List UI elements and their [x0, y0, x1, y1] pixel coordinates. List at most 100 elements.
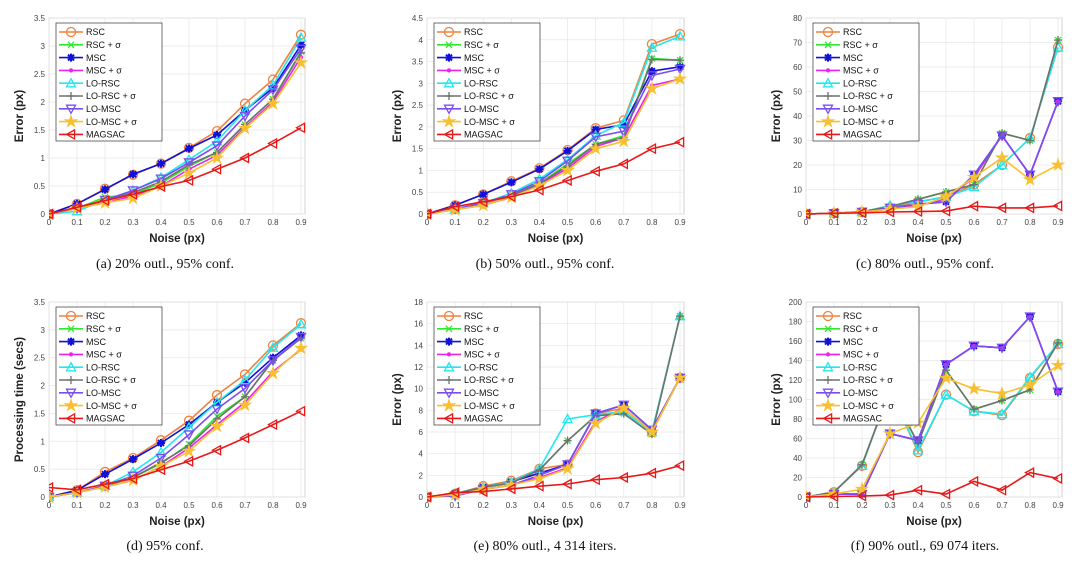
data-point [968, 181, 980, 192]
legend-marker-icon [824, 337, 832, 346]
y-tick-label: 1.5 [34, 126, 46, 135]
legend-marker-icon [441, 113, 457, 128]
data-point [940, 388, 952, 399]
x-tick-label: 0.4 [155, 501, 167, 510]
y-tick-label: 0 [419, 493, 424, 502]
data-point [241, 378, 249, 387]
series-line [49, 322, 302, 498]
data-point [560, 162, 575, 177]
legend-marker-icon [446, 352, 452, 357]
legend: RSC RSC + σ MSC MSC + σ LO-RSC LO-RSC + σ LO-M… [812, 306, 920, 426]
data-point [968, 200, 979, 212]
legend-marker-icon [445, 53, 453, 62]
series-magsac [49, 405, 306, 496]
data-point [99, 194, 110, 207]
data-point [938, 189, 954, 204]
x-tick-label: 0.7 [239, 501, 251, 510]
series-line [806, 315, 1059, 498]
legend-item: LO-MSC + σ [59, 113, 137, 128]
x-tick-label: 0.4 [912, 501, 924, 510]
legend-label: MSC + σ [843, 66, 879, 76]
legend-marker-icon [67, 376, 75, 384]
x-tick-label: 0.4 [534, 501, 546, 510]
data-point [49, 489, 57, 503]
y-tick-label: 18 [414, 298, 423, 307]
data-point [646, 143, 657, 155]
data-point [181, 443, 197, 458]
data-point [293, 340, 309, 355]
data-point [1024, 467, 1035, 479]
legend-label: LO-MSC + σ [86, 117, 137, 127]
data-point [828, 207, 839, 219]
x-tick-label: 0.9 [295, 218, 307, 227]
y-tick-label: 3.5 [34, 14, 46, 23]
data-point [589, 165, 600, 177]
legend-item: RSC + σ [816, 324, 878, 334]
data-point [672, 71, 688, 86]
legend-item: LO-RSC [59, 77, 121, 88]
data-point [856, 207, 867, 219]
data-point [996, 408, 1008, 419]
legend-marker-icon [65, 388, 77, 399]
series-line [806, 342, 1059, 498]
x-tick-label: 0.1 [828, 218, 840, 227]
data-point [882, 425, 898, 440]
data-point [237, 397, 253, 412]
legend: RSC RSC + σ MSC MSC + σ LO-RSC LO-RSC + σ LO-M… [55, 306, 163, 426]
legend-item: MSC [816, 337, 864, 347]
legend-item: LO-MSC + σ [816, 113, 894, 128]
subfigure-caption: (e) 80% outl., 4 314 iters. [473, 539, 616, 554]
legend-item: RSC + σ [437, 40, 499, 50]
data-point [590, 129, 602, 140]
legend-marker-icon [67, 41, 75, 49]
data-point [239, 432, 250, 444]
data-point [239, 104, 251, 115]
data-point [806, 491, 811, 503]
legend-label: MSC + σ [86, 350, 122, 360]
data-point [239, 111, 251, 122]
y-tick-label: 2 [41, 382, 46, 391]
legend-marker-icon [65, 104, 77, 115]
y-tick-label: 2.5 [412, 101, 424, 110]
data-point [617, 158, 629, 170]
data-point [588, 415, 603, 430]
data-point [617, 471, 629, 484]
subfigure-caption: (f) 90% outl., 69 074 iters. [851, 539, 1000, 554]
x-tick-label: 0.5 [940, 218, 952, 227]
y-tick-label: 140 [789, 357, 803, 366]
chart-panel: 0 0.1 0.2 0.3 0.4 0.5 0.6 0.7 0.8 0.9 0 0.5 1 1.5 2 2.5… [392, 14, 688, 272]
legend-item: LO-RSC + σ [816, 375, 893, 385]
legend-marker-icon [822, 77, 834, 88]
x-tick-label: 0.3 [127, 501, 139, 510]
y-axis-label: Error (px) [392, 373, 404, 426]
y-tick-label: 0.5 [412, 188, 424, 197]
data-point [99, 478, 110, 490]
legend-label: MAGSAC [464, 130, 504, 140]
data-point [563, 146, 572, 155]
data-point [966, 169, 982, 184]
data-point [267, 341, 279, 352]
x-tick-label: 0.1 [450, 501, 462, 510]
series-line [49, 410, 302, 491]
legend-marker-icon [824, 325, 832, 333]
data-point [998, 396, 1006, 405]
legend-item: RSC + σ [59, 40, 121, 50]
data-point [1052, 97, 1064, 108]
x-tick-label: 0.6 [590, 501, 602, 510]
legend-item: LO-MSC + σ [59, 397, 137, 412]
legend-item: LO-MSC + σ [816, 397, 894, 412]
y-tick-label: 30 [793, 137, 802, 146]
legend-marker-icon [824, 41, 832, 49]
y-tick-label: 0.5 [34, 465, 46, 474]
y-tick-label: 4 [419, 36, 424, 45]
data-point [267, 356, 279, 367]
data-point [912, 444, 924, 455]
data-point [618, 116, 630, 127]
y-tick-label: 60 [793, 435, 802, 444]
data-point [269, 84, 277, 92]
legend-item: LO-RSC + σ [59, 375, 136, 385]
y-tick-label: 1.5 [412, 145, 424, 154]
y-tick-label: 160 [789, 337, 803, 346]
data-point [1022, 171, 1038, 186]
